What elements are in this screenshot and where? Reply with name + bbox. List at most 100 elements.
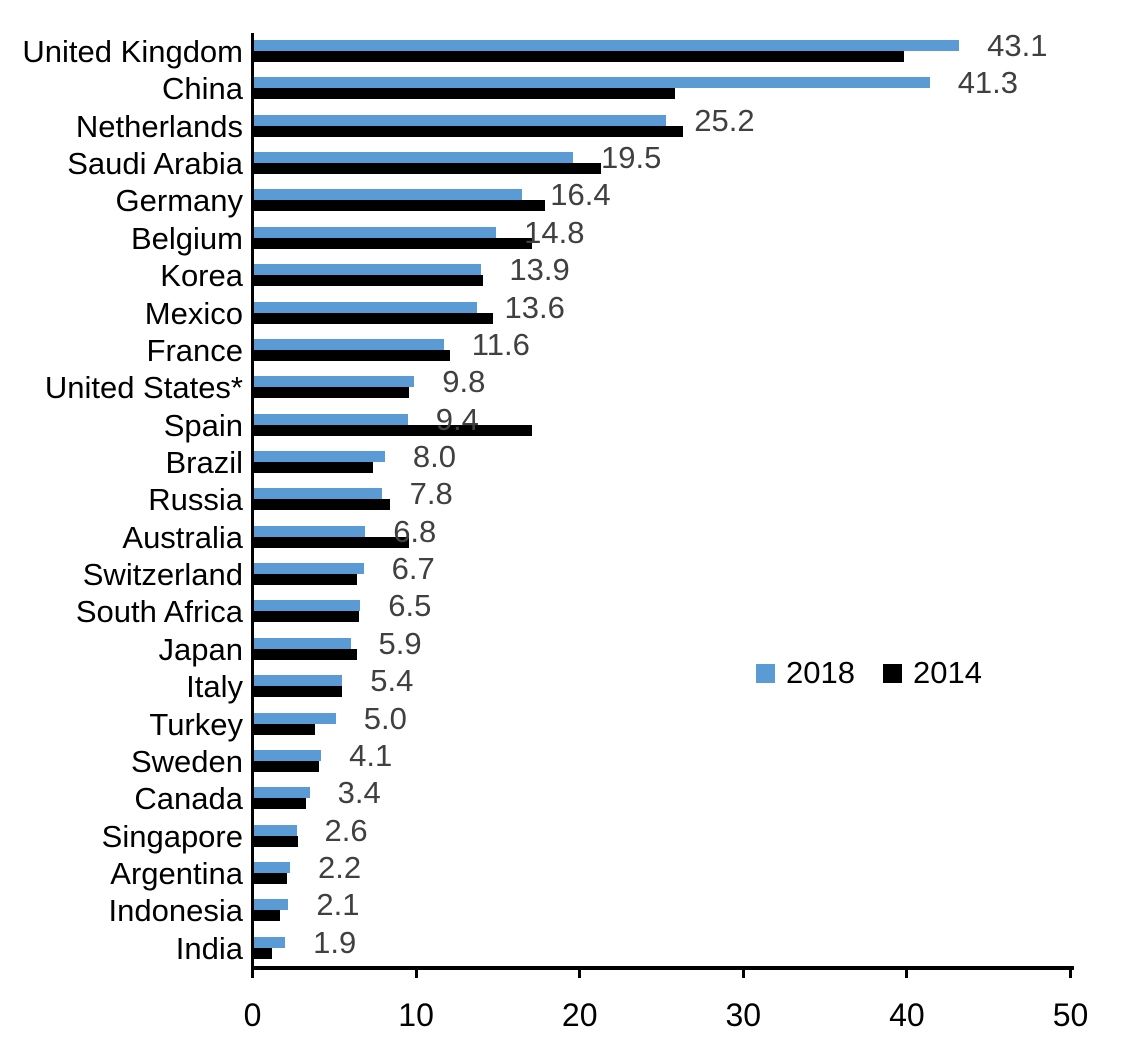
bar-2014-argentina: [254, 872, 287, 884]
bar-2014-south-africa: [254, 611, 359, 623]
bar-2018-france: [254, 338, 444, 350]
legend-label-2014: 2014: [912, 655, 982, 690]
value-label-france: 11.6: [471, 326, 530, 362]
legend-swatch-2018: [756, 663, 775, 683]
bar-2018-argentina: [254, 861, 290, 873]
value-label-saudi-arabia: 19.5: [601, 140, 662, 176]
bar-2018-brazil: [254, 451, 385, 462]
value-label-singapore: 2.6: [324, 812, 368, 848]
value-label-india: 1.9: [313, 924, 357, 960]
bar-2014-brazil: [254, 462, 374, 473]
bar-2018-united-states: [254, 376, 415, 388]
x-tick-label-0: 0: [243, 997, 262, 1033]
value-label-australia: 6.8: [393, 513, 437, 549]
value-label-indonesia: 2.1: [316, 887, 360, 923]
bar-2018-australia: [254, 525, 366, 537]
x-tick-30: [741, 966, 745, 978]
x-tick-0: [251, 966, 254, 978]
value-label-switzerland: 6.7: [391, 551, 435, 586]
bar-2014-netherlands: [254, 125, 683, 137]
y-axis-line: [251, 33, 254, 970]
bar-2014-mexico: [254, 312, 493, 324]
bar-2014-india: [254, 947, 272, 959]
x-tick-20: [578, 966, 582, 978]
value-label-belgium: 14.8: [524, 214, 585, 250]
x-tick-label-40: 40: [889, 997, 925, 1033]
bar-2018-belgium: [254, 226, 497, 238]
category-label-switzerland: Switzerland: [82, 557, 243, 592]
category-label-japan: Japan: [158, 631, 243, 667]
bar-2018-germany: [254, 189, 523, 201]
bar-2018-singapore: [254, 824, 297, 836]
bar-2018-turkey: [254, 712, 336, 724]
bar-2018-spain: [254, 413, 408, 425]
value-label-korea: 13.9: [509, 252, 570, 288]
value-label-russia: 7.8: [409, 476, 453, 512]
bar-2014-singapore: [254, 835, 299, 847]
value-label-argentina: 2.2: [318, 849, 362, 885]
bar-2014-indonesia: [254, 910, 281, 922]
bar-2018-italy: [254, 675, 343, 687]
x-tick-label-50: 50: [1052, 997, 1089, 1033]
bar-2014-saudi-arabia: [254, 163, 601, 175]
bar-2014-united-kingdom: [254, 51, 904, 62]
category-label-korea: Korea: [160, 258, 243, 294]
category-label-netherlands: Netherlands: [75, 108, 243, 144]
bar-2014-belgium: [254, 237, 533, 249]
x-tick-40: [905, 966, 909, 978]
category-label-belgium: Belgium: [131, 220, 243, 256]
value-label-italy: 5.4: [370, 663, 414, 699]
value-label-south-africa: 6.5: [388, 588, 432, 624]
category-label-brazil: Brazil: [165, 445, 243, 480]
category-label-south-africa: South Africa: [75, 594, 243, 630]
value-label-turkey: 5.0: [363, 700, 407, 736]
legend: 2018 2014: [756, 655, 982, 691]
value-label-germany: 16.4: [550, 177, 611, 213]
bar-2014-turkey: [254, 723, 315, 735]
x-tick-label-10: 10: [398, 997, 434, 1033]
value-label-canada: 3.4: [337, 775, 381, 811]
legend-label-2018: 2018: [786, 655, 855, 690]
category-label-australia: Australia: [122, 519, 243, 555]
bar-2014-france: [254, 349, 451, 361]
category-label-united-kingdom: United Kingdom: [22, 34, 243, 69]
value-label-japan: 5.9: [378, 625, 422, 661]
category-label-spain: Spain: [163, 407, 243, 443]
value-label-china: 41.3: [957, 65, 1019, 101]
bar-2018-sweden: [254, 749, 322, 761]
bar-2018-russia: [254, 488, 382, 500]
bar-2014-united-states: [254, 387, 410, 399]
bar-2014-sweden: [254, 760, 320, 772]
bar-2018-korea: [254, 264, 482, 276]
x-tick-50: [1069, 966, 1072, 978]
x-axis-line: [251, 966, 1074, 970]
value-label-brazil: 8.0: [412, 439, 456, 474]
legend-swatch-2014: [882, 663, 902, 683]
category-label-canada: Canada: [134, 781, 243, 817]
bar-2018-india: [254, 936, 286, 948]
category-label-mexico: Mexico: [144, 295, 243, 331]
bar-2018-south-africa: [254, 600, 361, 612]
bar-2014-korea: [254, 275, 483, 287]
category-label-india: India: [175, 930, 243, 966]
bar-2018-canada: [254, 787, 310, 799]
bar-2018-indonesia: [254, 899, 289, 911]
bar-2018-china: [254, 77, 930, 89]
bar-2018-mexico: [254, 301, 477, 313]
x-tick-10: [414, 966, 418, 978]
bar-2018-united-kingdom: [254, 40, 960, 51]
category-label-china: China: [162, 71, 243, 107]
value-label-united-states: 9.8: [442, 364, 486, 400]
category-label-united-states: United States*: [44, 370, 243, 406]
bar-2014-china: [254, 88, 675, 100]
x-tick-label-30: 30: [725, 997, 762, 1033]
bar-2014-japan: [254, 648, 358, 660]
category-label-russia: Russia: [148, 482, 243, 518]
bar-2018-netherlands: [254, 114, 667, 126]
bar-2018-switzerland: [254, 563, 364, 574]
category-label-germany: Germany: [115, 183, 243, 219]
bar-2018-japan: [254, 637, 351, 649]
category-label-saudi-arabia: Saudi Arabia: [67, 146, 243, 182]
category-label-argentina: Argentina: [110, 855, 243, 891]
